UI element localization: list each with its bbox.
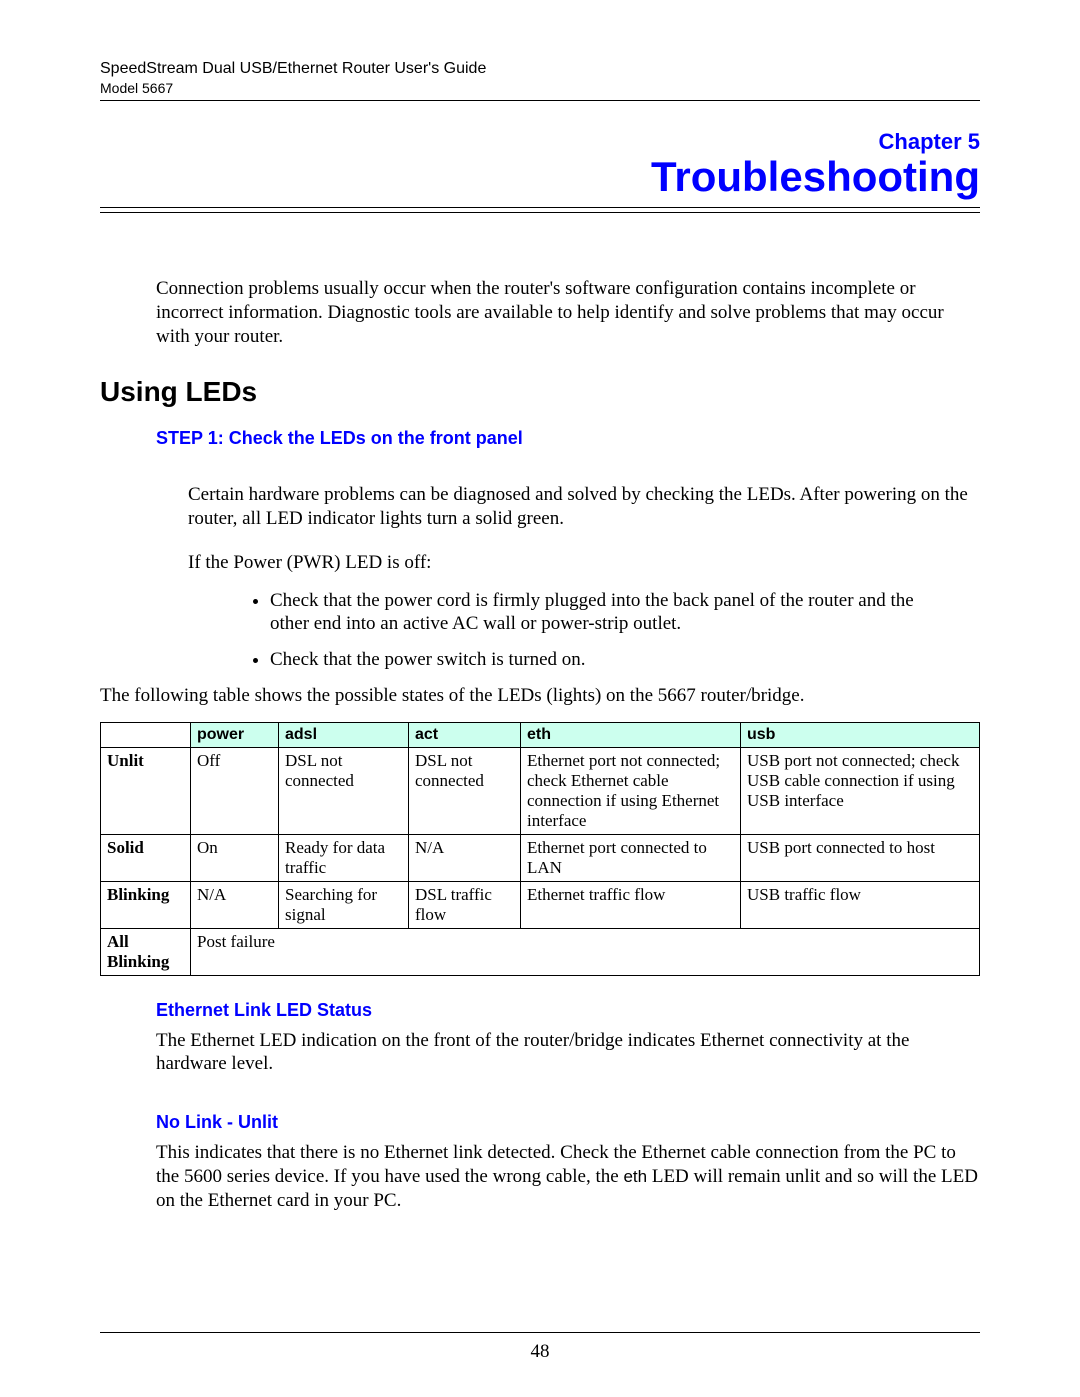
eth-link-p1: The Ethernet LED indication on the front… xyxy=(156,1029,980,1077)
table-cell: N/A xyxy=(191,881,279,928)
step-1-p2: If the Power (PWR) LED is off: xyxy=(188,551,980,575)
table-cell: DSL traffic flow xyxy=(409,881,521,928)
bullet-item: Check that the power cord is firmly plug… xyxy=(270,589,980,637)
table-cell: DSL not connected xyxy=(409,747,521,834)
table-header: power xyxy=(191,722,279,747)
row-label: All Blinking xyxy=(101,928,191,975)
footer-rule xyxy=(100,1332,980,1333)
bullet-item: Check that the power switch is turned on… xyxy=(270,648,980,672)
subheading-eth-link: Ethernet Link LED Status xyxy=(156,1000,980,1021)
table-header: usb xyxy=(741,722,980,747)
no-link-p1: This indicates that there is no Ethernet… xyxy=(156,1141,980,1212)
intro-paragraph: Connection problems usually occur when t… xyxy=(156,277,980,348)
page: SpeedStream Dual USB/Ethernet Router Use… xyxy=(0,0,1080,1397)
table-row: All Blinking Post failure xyxy=(101,928,980,975)
row-label: Solid xyxy=(101,834,191,881)
table-header: eth xyxy=(521,722,741,747)
header-model: Model 5667 xyxy=(100,80,980,96)
table-cell: Off xyxy=(191,747,279,834)
chapter-label: Chapter 5 xyxy=(100,129,980,155)
table-header-blank xyxy=(101,722,191,747)
row-label: Blinking xyxy=(101,881,191,928)
table-cell: Ethernet traffic flow xyxy=(521,881,741,928)
step-1-p1: Certain hardware problems can be diagnos… xyxy=(188,483,980,531)
table-header: act xyxy=(409,722,521,747)
table-intro: The following table shows the possible s… xyxy=(100,684,980,708)
section-heading-using-leds: Using LEDs xyxy=(100,376,980,408)
table-row: Blinking N/A Searching for signal DSL tr… xyxy=(101,881,980,928)
table-header: adsl xyxy=(279,722,409,747)
table-row: Unlit Off DSL not connected DSL not conn… xyxy=(101,747,980,834)
table-cell: Ethernet port connected to LAN xyxy=(521,834,741,881)
subheading-no-link: No Link - Unlit xyxy=(156,1112,980,1133)
table-cell: Ready for data traffic xyxy=(279,834,409,881)
table-cell: Post failure xyxy=(191,928,980,975)
table-cell: Ethernet port not connected; check Ether… xyxy=(521,747,741,834)
table-cell: On xyxy=(191,834,279,881)
chapter-title: Troubleshooting xyxy=(100,153,980,201)
page-number: 48 xyxy=(0,1341,1080,1363)
header-title: SpeedStream Dual USB/Ethernet Router Use… xyxy=(100,60,980,78)
table-cell: DSL not connected xyxy=(279,747,409,834)
table-header-row: power adsl act eth usb xyxy=(101,722,980,747)
table-cell: USB port connected to host xyxy=(741,834,980,881)
led-status-table: power adsl act eth usb Unlit Off DSL not… xyxy=(100,722,980,976)
eth-inline-label: eth xyxy=(623,1167,647,1186)
table-cell: Searching for signal xyxy=(279,881,409,928)
row-label: Unlit xyxy=(101,747,191,834)
table-row: Solid On Ready for data traffic N/A Ethe… xyxy=(101,834,980,881)
table-cell: USB port not connected; check USB cable … xyxy=(741,747,980,834)
table-cell: N/A xyxy=(409,834,521,881)
header-rule xyxy=(100,100,980,101)
step-1-bullets: Check that the power cord is firmly plug… xyxy=(100,589,980,672)
table-cell: USB traffic flow xyxy=(741,881,980,928)
step-1-label: STEP 1: Check the LEDs on the front pane… xyxy=(156,428,980,449)
chapter-rule xyxy=(100,207,980,213)
